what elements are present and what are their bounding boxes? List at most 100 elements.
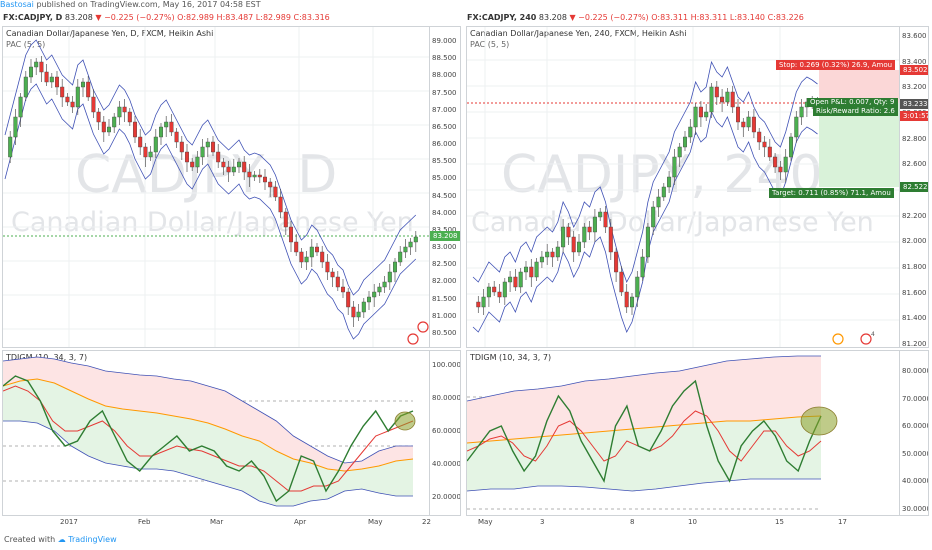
open-pnl-label[interactable]: Open P&L: 0.007, Qty: 9 [807,98,898,107]
right-open: O:83.311 [651,13,689,22]
right-candle [714,86,719,98]
right-candle [741,121,746,128]
right-candle [550,251,555,258]
right-ind-tick: 50.0000 [902,449,929,458]
left-candle [263,176,268,183]
target-price-tag: 82.522 [900,182,928,192]
left-candle [377,286,382,293]
left-candle [96,111,101,123]
right-candle [518,271,523,288]
left-price-panel[interactable]: CADJPY, D Canadian Dollar/Japanese Yen C… [2,26,461,348]
left-time-axis[interactable]: 2017 Feb Mar Apr May 22 [2,518,431,528]
right-candle [624,291,629,308]
left-candle [184,151,189,163]
left-ticker[interactable]: FX:CADJPY, D [3,13,63,22]
left-candle [158,126,163,138]
target-zone[interactable] [819,103,899,187]
stop-zone[interactable] [819,70,899,103]
right-price-tick: 82.000 [902,237,927,246]
left-candle [80,81,85,88]
left-candle [101,121,106,133]
left-candle [372,291,377,298]
left-candle [268,181,273,188]
right-ind-tick: 40.0000 [902,477,929,486]
left-events-icon[interactable] [407,321,429,345]
right-candle [534,261,539,278]
right-events-icons[interactable] [832,333,872,345]
publish-info: published on TradingView.com, May 16, 20… [36,0,261,9]
left-candle [387,271,392,283]
right-candle [651,206,656,228]
left-time-tick: 2017 [60,518,78,526]
left-ind-tick: 80.0000 [432,394,461,402]
right-price-panel[interactable]: CADJPY, 240 Canadian Dollar/Japanese Yen… [466,26,929,348]
left-price-tick: 82.000 [432,277,457,286]
left-indicator-axis[interactable]: 100.0000 80.0000 60.0000 40.0000 20.0000 [429,351,461,515]
left-indicator-svg [3,356,416,507]
left-ind-upper-fill [3,357,413,471]
left-candle [236,161,241,168]
left-candle [398,251,403,263]
right-candle [561,226,566,248]
left-price-tick: 87.000 [432,105,457,114]
right-time-axis[interactable]: May 3 8 10 15 17 [466,518,898,528]
left-candle [216,151,221,163]
left-price-axis[interactable]: 89.000 88.500 88.000 87.500 87.000 86.500 86.0… [429,27,460,347]
left-pac-upper [4,39,417,296]
left-candle [226,166,231,173]
left-candle [8,136,13,158]
left-symbol-header: FX:CADJPY, D 83.208 ▼ −0.225 (−0.27%) O:… [3,13,330,24]
left-price-tick: 89.000 [432,37,457,45]
left-candle [294,241,299,253]
left-candle [75,86,80,108]
left-price-tick: 84.000 [432,208,457,217]
left-candle [367,296,372,303]
footer-brand[interactable]: TradingView [68,535,117,544]
left-price-tag: 83.208 [430,231,460,241]
left-candle [29,66,34,78]
right-candle [783,156,788,173]
right-candle [736,106,741,123]
left-price-tick: 87.500 [432,88,457,97]
left-ind-signal-line [3,385,414,492]
right-low: L:83.140 [729,13,766,22]
tradingview-cloud-icon: ☁ [57,535,66,544]
stop-label[interactable]: Stop: 0.269 (0.32%) 26.9, Amou [776,60,896,70]
left-candle [132,121,137,138]
right-price-tick: 82.800 [902,134,927,143]
right-ind-highlight-marker[interactable] [800,406,838,436]
left-candle [413,236,418,243]
left-time-tick: 22 [422,518,431,526]
left-ind-lower-band [3,420,413,507]
left-candle [122,106,127,113]
left-candle [346,291,351,308]
left-ind-tick: 20.0000 [432,493,461,501]
left-price-tick: 81.000 [432,311,457,320]
right-candle [767,146,772,158]
right-indicator-axis[interactable]: 80.0000 70.0000 60.0000 50.0000 40.0000 30.00… [899,351,929,515]
right-indicator-title: TDIGM (10, 34, 3, 7) [470,353,552,362]
right-indicator-panel[interactable]: TDIGM (10, 34, 3, 7) 80.0000 70.0000 60.00… [466,350,929,516]
right-candle [492,286,497,293]
left-indicator-panel[interactable]: TDIGM (10, 34, 3, 7) 100.0000 80.0000 60.0… [2,350,461,516]
target-label[interactable]: Target: 0.711 (0.85%) 71.1, Amou [769,188,894,198]
right-pac-upper [472,60,818,283]
left-price-tick: 88.000 [432,71,457,80]
right-ticker[interactable]: FX:CADJPY, 240 [467,13,537,22]
left-candle [231,166,236,173]
risk-reward-label[interactable]: Risk/Reward Ratio: 2.6 [813,107,898,116]
left-candle [86,81,91,98]
left-time-tick: Mar [210,518,224,526]
right-pac-label: PAC (5, 5) [470,40,510,49]
right-ind-tick: 60.0000 [902,422,929,431]
right-candle [587,226,592,233]
right-candle [725,91,730,103]
right-ind-tick: 30.0000 [902,505,929,513]
right-time-tick: 17 [838,518,847,526]
right-candle [751,116,756,133]
left-candle [179,141,184,153]
left-candle [247,171,252,178]
left-ind-highlight-marker[interactable] [394,411,416,431]
author-link[interactable]: Bastosai [0,0,34,9]
left-candle [44,71,49,83]
